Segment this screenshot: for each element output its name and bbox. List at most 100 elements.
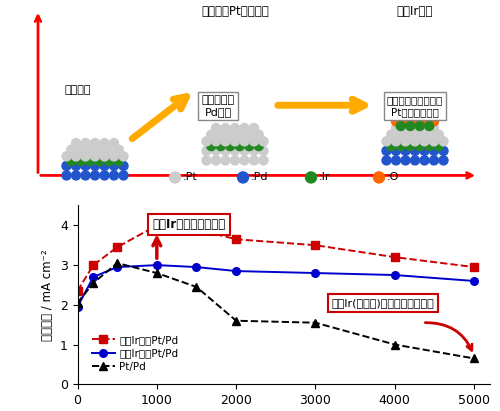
Circle shape (114, 145, 123, 154)
Circle shape (62, 152, 71, 161)
Circle shape (434, 142, 444, 150)
Text: :O: :O (387, 173, 400, 182)
Circle shape (67, 157, 76, 166)
Circle shape (119, 152, 128, 161)
Circle shape (406, 122, 415, 131)
Circle shape (230, 137, 239, 146)
Circle shape (100, 139, 109, 148)
界面Ir配置Pt/Pd (90, 263, 96, 268)
Circle shape (81, 139, 90, 148)
Circle shape (387, 130, 396, 139)
Circle shape (100, 152, 109, 161)
Circle shape (250, 123, 258, 132)
Circle shape (119, 171, 128, 180)
Circle shape (430, 123, 438, 132)
界面Ir配置Pt/Pd (233, 237, 239, 242)
Circle shape (250, 156, 258, 165)
Circle shape (62, 162, 71, 171)
界面Ir配置Pt/Pd (312, 243, 318, 248)
Circle shape (95, 145, 104, 154)
Circle shape (207, 142, 216, 150)
Line: 界面Ir配置Pt/Pd: 界面Ir配置Pt/Pd (74, 222, 478, 295)
Circle shape (67, 145, 76, 154)
Circle shape (425, 142, 434, 150)
Circle shape (212, 146, 220, 155)
Circle shape (76, 145, 85, 154)
Text: シェルのPt濃度増加: シェルのPt濃度増加 (201, 5, 269, 18)
Circle shape (221, 156, 230, 165)
Circle shape (72, 139, 80, 148)
表面Ir配置Pt/Pd (154, 263, 160, 268)
Circle shape (439, 156, 448, 165)
Circle shape (240, 137, 249, 146)
Circle shape (110, 162, 118, 171)
Circle shape (230, 123, 239, 132)
表面Ir配置Pt/Pd (392, 272, 398, 277)
Circle shape (392, 123, 400, 132)
Circle shape (259, 146, 268, 155)
Circle shape (81, 152, 90, 161)
Circle shape (250, 137, 258, 146)
Circle shape (216, 142, 225, 150)
Pt/Pd (114, 261, 120, 266)
Circle shape (410, 123, 420, 132)
Circle shape (374, 172, 384, 183)
Circle shape (396, 142, 405, 150)
Circle shape (212, 123, 220, 132)
Circle shape (254, 142, 263, 150)
Circle shape (420, 146, 429, 155)
Pt/Pd (90, 281, 96, 286)
Circle shape (406, 130, 415, 139)
Circle shape (236, 142, 244, 150)
Circle shape (410, 146, 420, 155)
Circle shape (202, 146, 211, 155)
Circle shape (420, 156, 429, 165)
Circle shape (236, 130, 244, 139)
Circle shape (415, 130, 424, 139)
Circle shape (221, 123, 230, 132)
Circle shape (259, 156, 268, 165)
Pt/Pd (392, 342, 398, 347)
Circle shape (100, 171, 109, 180)
Circle shape (86, 157, 95, 166)
表面Ir配置Pt/Pd (194, 265, 200, 270)
Circle shape (230, 146, 239, 155)
Circle shape (401, 137, 410, 146)
Circle shape (392, 146, 400, 155)
界面Ir配置Pt/Pd (471, 265, 477, 270)
Text: ピン留め効果による
Ptシェル安定化: ピン留め効果による Ptシェル安定化 (387, 95, 443, 117)
Circle shape (207, 130, 216, 139)
Circle shape (226, 130, 235, 139)
Y-axis label: 触媒活性 / mA cm⁻²: 触媒活性 / mA cm⁻² (41, 249, 54, 341)
表面Ir配置Pt/Pd (312, 270, 318, 275)
Circle shape (406, 142, 415, 150)
Circle shape (410, 117, 420, 126)
Circle shape (434, 130, 444, 139)
界面Ir配置Pt/Pd (392, 255, 398, 260)
Circle shape (240, 156, 249, 165)
Circle shape (110, 171, 118, 180)
Text: :Pd: :Pd (251, 173, 268, 182)
Circle shape (202, 137, 211, 146)
Circle shape (72, 152, 80, 161)
Circle shape (119, 162, 128, 171)
Pt/Pd (312, 320, 318, 325)
Text: 表面Ir酸化: 表面Ir酸化 (397, 5, 433, 18)
Circle shape (90, 171, 100, 180)
Circle shape (382, 156, 391, 165)
Circle shape (212, 137, 220, 146)
Circle shape (425, 122, 434, 131)
Circle shape (306, 172, 316, 183)
表面Ir配置Pt/Pd (114, 265, 120, 270)
Circle shape (221, 146, 230, 155)
Circle shape (245, 142, 254, 150)
Circle shape (238, 172, 248, 183)
Circle shape (401, 146, 410, 155)
Circle shape (230, 156, 239, 165)
Circle shape (430, 146, 438, 155)
Circle shape (202, 156, 211, 165)
Circle shape (76, 157, 85, 166)
Circle shape (95, 157, 104, 166)
Circle shape (396, 122, 405, 131)
Circle shape (72, 171, 80, 180)
